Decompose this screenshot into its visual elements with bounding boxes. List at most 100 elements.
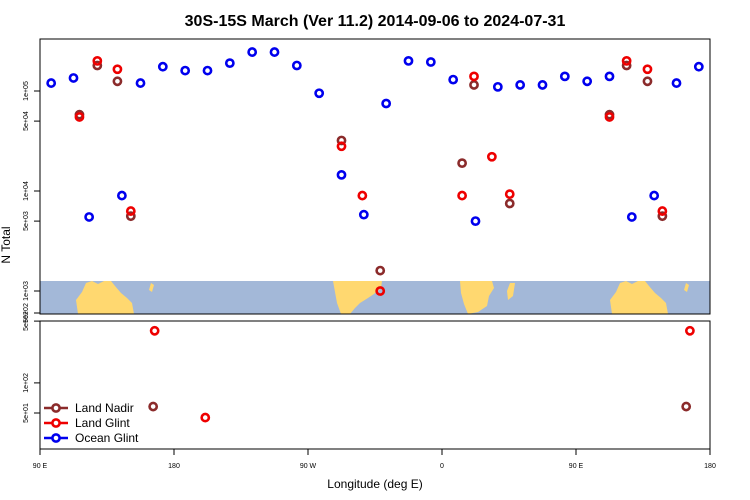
legend-marker-land-nadir xyxy=(51,403,61,413)
land-glint-point xyxy=(604,112,615,122)
land-nadir-point xyxy=(504,198,515,209)
ocean-glint-point xyxy=(314,88,325,99)
x-tick-label: 180 xyxy=(168,463,180,470)
lower-panel-frame xyxy=(39,320,711,450)
lower-y-tick-label: 5e+01 xyxy=(23,403,30,423)
land-glint-point xyxy=(357,190,368,201)
land-nadir-point xyxy=(92,60,103,71)
legend-label-ocean-glint: Ocean Glint xyxy=(75,431,139,445)
land-glint-point xyxy=(685,325,695,336)
madagascar-landmass xyxy=(507,283,515,300)
land-nadir-point xyxy=(621,60,632,71)
land-nadir-point xyxy=(125,211,136,222)
upper-y-tick-label: 5e+04 xyxy=(23,111,30,131)
ocean-glint-point xyxy=(492,81,503,92)
ocean-glint-point xyxy=(693,61,704,72)
lower-y-axis: 5e+01 1e+02 5e+02 xyxy=(23,303,40,423)
ocean-glint-point xyxy=(425,57,436,67)
upper-y-tick-label: 1e+05 xyxy=(23,81,30,101)
ocean-glint-point xyxy=(291,60,302,71)
y-axis-label: N Total xyxy=(0,226,13,263)
land-glint-point xyxy=(149,325,160,336)
land-glint-point xyxy=(469,71,479,82)
land-nadir-point xyxy=(148,401,159,412)
ocean-glint-point xyxy=(46,78,57,88)
x-tick-label: 0 xyxy=(440,463,444,470)
land-glint-point xyxy=(486,151,497,162)
ocean-glint-point xyxy=(448,74,459,85)
legend-label-land-nadir: Land Nadir xyxy=(75,401,134,415)
ocean-glint-point xyxy=(515,80,526,90)
x-axis-label: Longitude (deg E) xyxy=(327,477,422,491)
land-glint-point xyxy=(112,64,123,75)
x-tick-label: 180 xyxy=(704,463,716,470)
ocean-glint-point xyxy=(582,76,593,87)
australia-landmass xyxy=(76,281,134,314)
ocean-glint-point xyxy=(135,78,146,88)
land-glint-point xyxy=(336,141,347,152)
ocean-glint-point xyxy=(559,71,570,82)
land-glint-point xyxy=(125,206,136,216)
ocean-glint-point xyxy=(116,190,127,201)
x-axis: 90 E 180 90 W 0 90 E 180 xyxy=(33,449,716,470)
legend-label-land-glint: Land Glint xyxy=(75,416,130,430)
upper-y-tick-label: 1e+03 xyxy=(23,281,30,301)
land-glint-point xyxy=(621,55,632,66)
ocean-glint-point xyxy=(269,47,280,57)
legend-marker-land-glint xyxy=(51,418,61,428)
land-glint-point xyxy=(642,64,653,75)
ocean-glint-point xyxy=(68,73,79,83)
land-nadir-point xyxy=(469,80,479,90)
ocean-glint-point xyxy=(202,65,213,76)
ocean-glint-point xyxy=(84,212,95,222)
lower-y-tick-label: 1e+02 xyxy=(23,373,30,393)
ocean-glint-point xyxy=(224,58,235,69)
ocean-glint-point xyxy=(358,209,369,220)
land-nadir-point xyxy=(112,76,123,87)
ocean-glint-point xyxy=(403,55,414,66)
upper-panel-frame xyxy=(39,38,711,315)
land-glint-point xyxy=(657,206,668,216)
land-nadir-point xyxy=(642,76,653,87)
land-nadir-point xyxy=(375,265,386,276)
land-nadir-point xyxy=(657,211,668,222)
land-nadir-point xyxy=(336,135,347,146)
x-tick-label: 90 E xyxy=(569,463,584,470)
ocean-glint-point xyxy=(180,65,191,76)
land-glint-point xyxy=(200,412,211,423)
land-glint-point xyxy=(375,286,386,296)
ocean-glint-point xyxy=(336,169,347,180)
ocean-glint-point xyxy=(470,216,481,227)
chart-title: 30S-15S March (Ver 11.2) 2014-09-06 to 2… xyxy=(185,13,566,30)
upper-y-axis: 5e+02 1e+03 5e+03 1e+04 5e+04 1e+05 xyxy=(23,81,40,331)
lower-y-tick-label: 5e+02 xyxy=(23,303,30,323)
world-map-strip xyxy=(40,281,710,314)
land-glint-point xyxy=(92,55,103,66)
ocean-glint-point xyxy=(649,190,660,201)
land-nadir-point xyxy=(681,401,692,412)
upper-y-tick-label: 5e+03 xyxy=(23,211,30,231)
ocean-glint-point xyxy=(537,80,548,90)
upper-y-tick-label: 1e+04 xyxy=(23,181,30,201)
ocean-glint-point xyxy=(604,71,615,82)
land-nadir-point xyxy=(457,158,467,169)
land-glint-point xyxy=(74,112,85,122)
land-glint-point xyxy=(457,190,467,201)
africa-landmass xyxy=(460,281,494,314)
x-tick-label: 90 W xyxy=(300,463,317,470)
ocean-glint-point xyxy=(157,61,168,72)
australia-landmass-repeat xyxy=(610,281,668,314)
ocean-glint-point xyxy=(626,212,637,222)
new-zealand-landmass xyxy=(149,283,154,292)
legend-marker-ocean-glint xyxy=(51,433,61,443)
new-zealand-landmass-repeat xyxy=(684,283,689,292)
land-glint-point xyxy=(504,189,515,200)
ocean-glint-point xyxy=(247,47,258,57)
x-tick-label: 90 E xyxy=(33,463,48,470)
data-points xyxy=(46,47,704,423)
ocean-glint-point xyxy=(381,98,392,109)
upper-y-tick-label: 5e+02 xyxy=(23,311,30,331)
ocean-glint-point xyxy=(671,78,682,88)
